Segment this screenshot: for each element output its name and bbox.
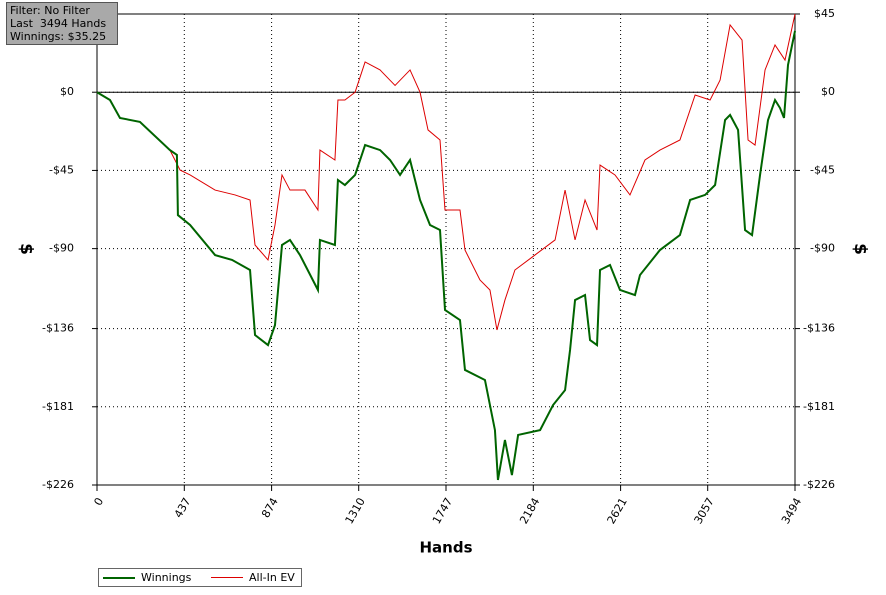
series-line <box>96 30 796 481</box>
legend-swatch <box>103 576 135 579</box>
info-line: Winnings: $35.25 <box>10 30 107 43</box>
x-tick-label: 0 <box>91 496 106 509</box>
y2-tick-label: -$45 <box>810 163 835 176</box>
legend-label: Winnings <box>141 571 192 584</box>
legend-item: Winnings <box>103 571 191 584</box>
info-box: Filter: No Filter Last 3494 Hands Winnin… <box>6 2 118 45</box>
y-tick-label: -$226 <box>42 478 74 491</box>
legend: Winnings All-In EV <box>98 568 302 587</box>
y2-axis-label: $ <box>850 243 870 255</box>
y-axis-label: $ <box>16 243 36 255</box>
y-tick-label: -$181 <box>42 400 74 413</box>
x-tick-label: 874 <box>259 496 281 521</box>
legend-item: All-In EV <box>211 571 295 584</box>
x-tick-label: 1310 <box>343 496 368 527</box>
y2-tick-label: -$90 <box>810 242 835 255</box>
x-tick-label: 2184 <box>517 496 542 527</box>
y-tick-label: -$90 <box>49 242 74 255</box>
y2-tick-label: $0 <box>821 85 835 98</box>
y2-tick-label: -$181 <box>803 400 835 413</box>
x-tick-label: 3057 <box>692 496 717 527</box>
info-line: Filter: No Filter <box>10 4 90 17</box>
info-line: Last 3494 Hands <box>10 17 107 30</box>
y2-tick-label: -$136 <box>803 322 835 335</box>
legend-label: All-In EV <box>249 571 295 584</box>
x-tick-label: 437 <box>172 496 194 521</box>
x-tick-label: 2621 <box>605 496 630 527</box>
x-tick-label: 1747 <box>430 496 455 527</box>
x-axis-label: Hands <box>419 539 472 557</box>
y-tick-label: -$45 <box>49 163 74 176</box>
y-tick-label: -$136 <box>42 322 74 335</box>
x-tick-label: 3494 <box>779 496 804 527</box>
y2-tick-label: -$226 <box>803 478 835 491</box>
legend-swatch <box>211 577 243 578</box>
y-tick-label: $0 <box>60 85 74 98</box>
series-line <box>96 13 796 331</box>
y2-tick-label: $45 <box>814 7 835 20</box>
